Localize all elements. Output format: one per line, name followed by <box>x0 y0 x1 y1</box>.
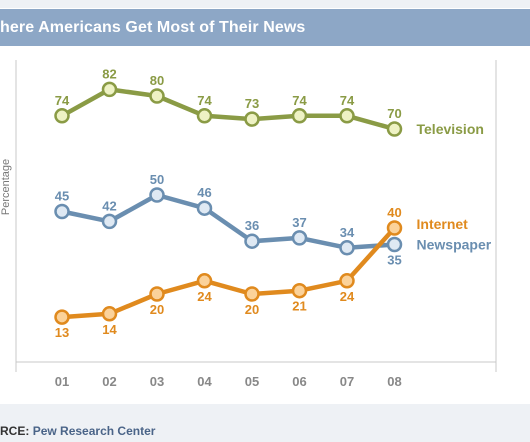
chart-card <box>0 8 530 404</box>
data-point <box>244 111 260 127</box>
x-tick-label: 04 <box>197 374 212 389</box>
data-label: 24 <box>340 289 355 304</box>
data-point <box>291 108 308 124</box>
data-point <box>149 88 165 104</box>
source-text: Pew Research Center <box>32 424 156 438</box>
data-point <box>386 236 403 253</box>
x-tick-label: 08 <box>387 374 401 389</box>
series-line-television <box>59 87 397 132</box>
data-point <box>244 233 260 249</box>
x-tick-label: 01 <box>55 374 69 389</box>
data-label: 34 <box>340 225 355 240</box>
x-tick-label: 03 <box>150 374 164 389</box>
data-label: 35 <box>387 253 401 268</box>
series-line-newspaper <box>59 192 397 251</box>
data-label: 70 <box>387 106 401 121</box>
data-point <box>291 230 308 246</box>
data-point <box>54 309 70 325</box>
data-point <box>101 306 118 322</box>
series-name-television: Television <box>417 121 484 137</box>
series-name-newspaper: Newspaper <box>417 237 492 253</box>
data-label: 74 <box>197 93 212 108</box>
data-label: 45 <box>55 189 69 204</box>
data-point <box>149 187 165 203</box>
data-label: 73 <box>245 96 259 111</box>
data-point <box>54 203 70 220</box>
x-tick-label: 06 <box>292 374 306 389</box>
data-label: 13 <box>55 325 69 340</box>
data-point <box>196 200 213 216</box>
data-label: 42 <box>102 198 116 213</box>
data-label: 20 <box>245 302 259 317</box>
series-name-internet: Internet <box>417 216 469 232</box>
data-point <box>54 108 70 124</box>
data-point <box>101 81 118 98</box>
data-label: 82 <box>102 66 116 81</box>
x-tick-label: 07 <box>340 374 354 389</box>
data-point <box>339 240 355 256</box>
data-point <box>101 213 118 230</box>
data-point <box>196 273 213 289</box>
chart-title: here Americans Get Most of Their News <box>0 19 306 36</box>
data-label: 46 <box>197 185 211 200</box>
series-line-internet <box>59 225 397 320</box>
data-label: 24 <box>197 289 212 304</box>
source-note: RCE: Pew Research Center <box>0 424 155 438</box>
data-label: 80 <box>150 73 164 88</box>
data-point <box>244 286 260 302</box>
data-label: 74 <box>292 93 307 108</box>
data-point <box>386 220 403 236</box>
data-point <box>291 282 308 299</box>
title-bar <box>0 9 530 46</box>
data-point <box>149 286 165 302</box>
x-tick-label: 05 <box>245 374 259 389</box>
data-label: 37 <box>292 215 306 230</box>
data-label: 36 <box>245 218 259 233</box>
x-tick-label: 02 <box>102 374 116 389</box>
data-point <box>339 108 355 124</box>
data-label: 21 <box>292 299 306 314</box>
source-prefix: RCE: <box>0 424 30 438</box>
data-label: 74 <box>55 93 70 108</box>
data-label: 40 <box>387 205 401 220</box>
data-label: 14 <box>102 322 117 337</box>
data-point <box>196 108 213 124</box>
data-point <box>339 273 355 289</box>
data-label: 74 <box>340 93 355 108</box>
data-label: 50 <box>150 172 164 187</box>
data-label: 20 <box>150 302 164 317</box>
data-point <box>386 121 403 137</box>
